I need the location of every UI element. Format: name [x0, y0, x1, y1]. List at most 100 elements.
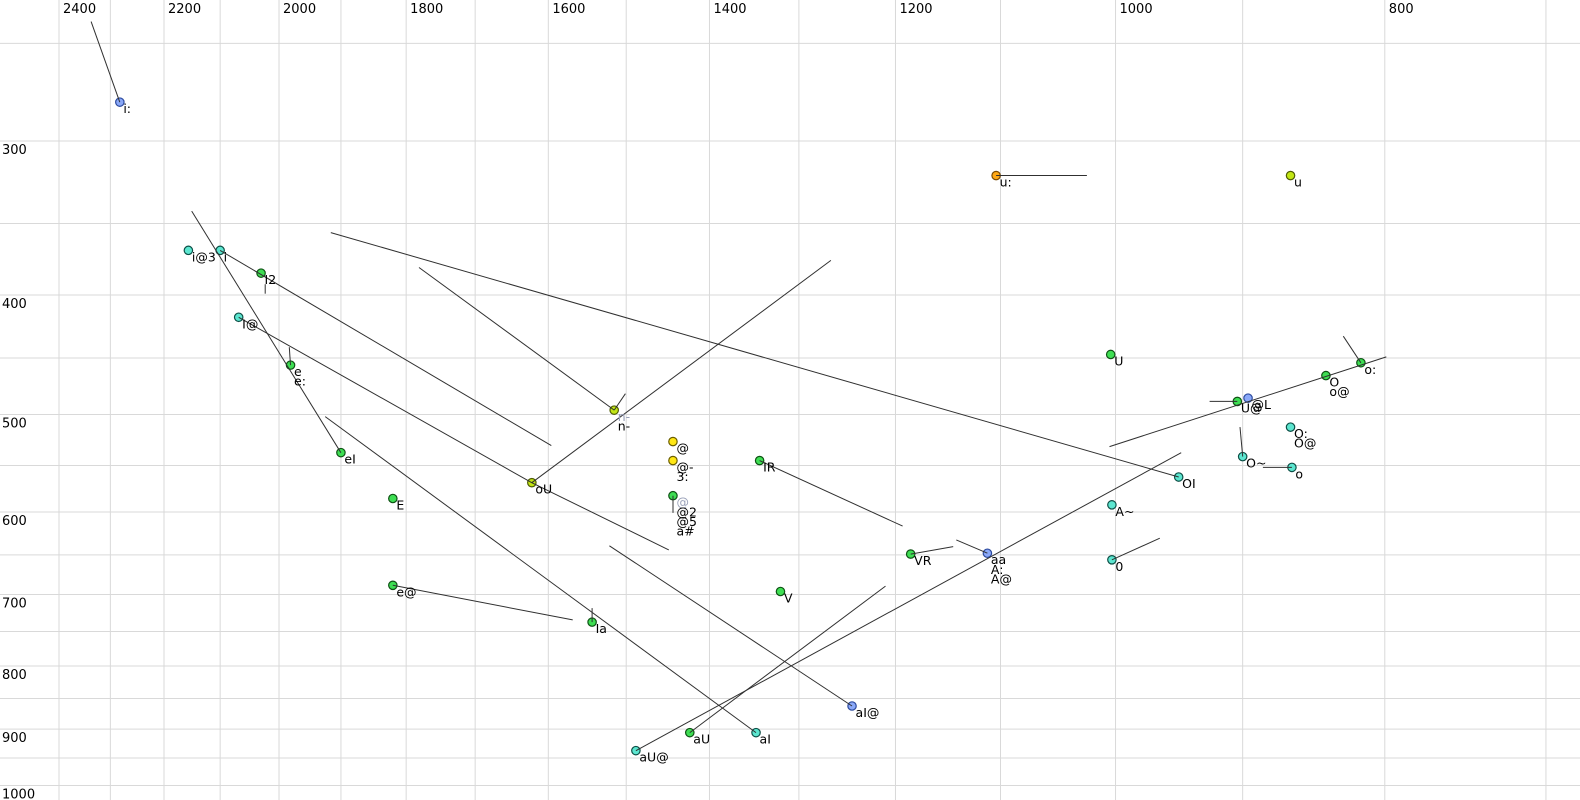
vowel-label-OI: OI: [1182, 476, 1196, 491]
y-tick-label: 300: [2, 143, 27, 158]
x-tick-label: 1800: [410, 2, 443, 17]
vowel-point-I@[interactable]: [233, 312, 244, 323]
vowel-point-U[interactable]: [1105, 349, 1116, 360]
vowel-point-A~[interactable]: [1107, 500, 1117, 510]
vowel-label-aa: aa: [991, 552, 1006, 567]
trajectory-back-long-traj: [1109, 356, 1387, 448]
vowel-point-i@3[interactable]: [183, 245, 194, 256]
vowel-label-n-: n-: [618, 419, 630, 434]
y-tick-label: 700: [2, 597, 27, 612]
vowel-label-aU: aU: [693, 732, 710, 747]
trajectory-aU@-traj: [635, 452, 1182, 752]
trajectory-i-traj: [219, 249, 552, 447]
vowel-label-IR: IR: [763, 460, 776, 475]
vowel-label-VR: VR: [914, 553, 932, 568]
x-tick-label: 1600: [552, 2, 585, 17]
vowel-point-@[interactable]: [668, 436, 678, 447]
vowel-label-I@: I@: [242, 316, 258, 331]
trajectory-aI-traj: [324, 416, 757, 734]
x-tick-label: 2400: [63, 2, 96, 17]
trajectory-e-tick: [288, 347, 291, 366]
vowel-label-O: O: [1329, 375, 1339, 390]
trajectory-i:-tail: [90, 21, 121, 103]
point-labels-layer: i:i@3 iI2I@ee:eIEe@IaoUn-n-@@-3:@@2@5a#IR…: [123, 101, 1376, 765]
y-tick-label: 1000: [2, 787, 35, 800]
trajectories-layer: [90, 21, 1387, 752]
vowel-label-oU: oU: [535, 482, 552, 497]
x-tick-label: 1200: [899, 2, 932, 17]
trajectory-IR-traj: [759, 460, 903, 527]
vowel-label-@: @: [676, 495, 689, 510]
vowel-point-0[interactable]: [1107, 555, 1117, 565]
trajectory-0-traj: [1111, 537, 1161, 561]
vowel-label-0: 0: [1115, 559, 1123, 574]
vowel-label-E: E: [396, 497, 404, 512]
vowel-label-e: e: [294, 364, 302, 379]
vowel-point-aI@[interactable]: [847, 701, 857, 711]
vowel-label-V: V: [784, 590, 793, 605]
y-tick-label: 400: [2, 297, 27, 312]
vowel-label-U@: U@: [1241, 400, 1263, 415]
vowel-label-A:: A:: [991, 562, 1004, 577]
vowel-label-u:: u:: [1000, 175, 1012, 190]
vowel-label-Ia: Ia: [596, 621, 607, 636]
trajectory-o:-tick: [1342, 335, 1362, 364]
y-tick-label: 500: [2, 416, 27, 431]
trajectory-VR-traj: [910, 546, 954, 555]
trajectory-long-OI-traj: [330, 232, 1179, 478]
vowel-label-aU@: aU@: [639, 750, 668, 765]
vowel-point-O:[interactable]: [1285, 422, 1296, 432]
trajectory-aI@-traj: [609, 545, 853, 707]
vowel-label-o:: o:: [1364, 362, 1376, 377]
trajectory-oU-up-traj: [531, 259, 832, 484]
y-tick-label: 600: [2, 514, 27, 529]
vowel-label-A@: A@: [991, 571, 1012, 586]
points-layer: [115, 97, 1366, 756]
vowel-label-u: u: [1294, 175, 1302, 190]
vowel-point-VR[interactable]: [905, 549, 916, 559]
trajectory-I@-oU-traj: [238, 316, 670, 551]
trajectory-eI-traj: [191, 210, 342, 453]
vowel-label-n-: n-: [618, 409, 630, 424]
trajectory-n--tick: [613, 393, 626, 411]
x-tick-label: 1000: [1120, 2, 1153, 17]
trajectory-aU-traj: [689, 585, 886, 734]
x-tick-label: 1400: [713, 2, 746, 17]
trajectory-n--traj: [418, 267, 615, 411]
vowel-label-I2: I2: [265, 272, 277, 287]
vowel-point-E[interactable]: [388, 493, 398, 504]
vowel-label-@-: @-: [676, 460, 693, 475]
trajectory-e@-traj: [392, 584, 573, 621]
vowel-label-aI@: aI@: [856, 705, 880, 720]
vowel-label-e:: e:: [294, 374, 306, 389]
vowel-label-o: o: [1295, 466, 1303, 481]
x-tick-label: 2200: [168, 2, 201, 17]
vowel-label-a#: a#: [676, 524, 694, 539]
trajectory-aa-traj: [956, 539, 988, 554]
tick-labels-layer: 2400 2200 2000 1800 1600 1400 1200 1000 800 300 40…: [2, 2, 1414, 800]
vowel-label-3:: 3:: [676, 469, 688, 484]
vowel-label-e@: e@: [396, 584, 416, 599]
vowel-point-aa[interactable]: [982, 548, 993, 559]
vowel-point-@L[interactable]: [1243, 393, 1253, 403]
vowel-label-@: @: [676, 441, 689, 456]
vowel-label-U: U: [1114, 353, 1123, 368]
vowel-label-i:: i:: [123, 101, 131, 116]
vowel-label-eI: eI: [344, 452, 355, 467]
vowel-label-A~: A~: [1115, 504, 1134, 519]
vowel-label-@2: @2: [676, 504, 696, 519]
vowel-point-V[interactable]: [775, 586, 786, 597]
y-tick-label: 800: [2, 668, 27, 683]
trajectory-O~-traj: [1239, 427, 1244, 457]
vowel-label-aI: aI: [760, 732, 771, 747]
vowel-point-@-[interactable]: [668, 455, 678, 466]
y-tick-label: 900: [2, 731, 27, 746]
x-tick-label: 800: [1389, 2, 1414, 17]
x-tick-label: 2000: [283, 2, 316, 17]
vowel-label-O:: O:: [1294, 426, 1308, 441]
vowel-label-i: i: [224, 249, 227, 264]
vowel-label-o@: o@: [1329, 384, 1349, 399]
vowel-point-u[interactable]: [1285, 170, 1296, 181]
